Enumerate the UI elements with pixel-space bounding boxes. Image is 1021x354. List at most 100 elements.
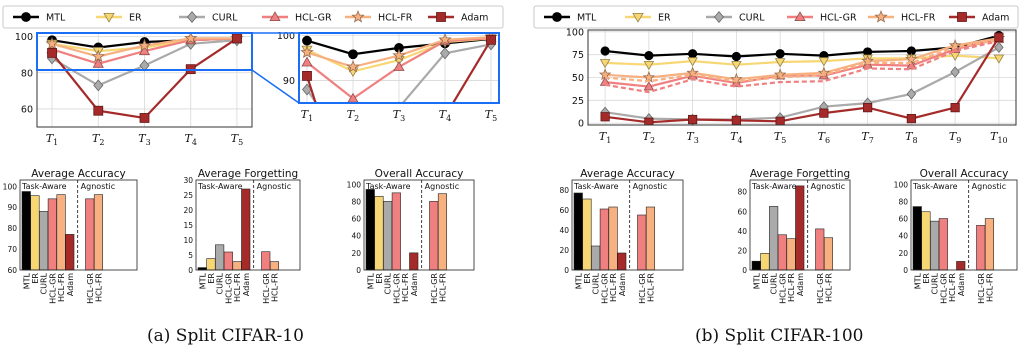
x-tick-label: Adam [410,273,419,296]
legend-label: ER [658,13,671,24]
svg-text:T4: T4 [185,132,197,147]
svg-text:T9: T9 [949,130,961,145]
data-point [993,54,1005,64]
y-tick-label: 40 [737,227,747,236]
series-line [605,54,999,66]
bar-hcl-gr-agnostic [85,198,95,271]
y-tick-label: 20 [737,246,747,255]
x-tick-label: HCL-GR [977,273,986,304]
bar-curl [769,206,779,271]
x-tick-label: T8 [905,130,917,145]
svg-text:T2: T2 [347,108,359,123]
legend-marker [874,9,888,23]
x-tick-label: T4 [730,130,742,145]
legend-entry-er: ER [625,13,671,24]
bar-mtl [21,191,31,271]
data-point [302,71,312,81]
svg-text:T3: T3 [393,108,405,123]
x-tick-label: HCL-FR [609,273,618,302]
legend-label: HCL-FR [378,13,413,24]
x-tick-label: HCL-FR [824,273,833,302]
y-tick-label: 60 [21,104,33,115]
data-point [301,56,313,67]
x-tick-label: T2 [92,132,104,147]
bar-hcl-gr [391,192,401,271]
legend-marker [351,9,365,23]
series-line [604,39,1000,94]
caption-b: (b) Split CIFAR-100 [695,326,864,346]
data-point [731,115,741,125]
y-tick-label: 90 [283,76,295,87]
x-tick-label: HCL-GR [778,273,787,304]
data-point [731,51,741,62]
y-tick-label: 0 [742,266,747,275]
group-label-agnostic: Agnostic [633,182,667,191]
legend-entry-hcl-fr: HCL-FR [868,9,936,24]
x-tick-label: T1 [301,108,313,123]
plot-frame [910,179,1018,271]
x-tick-label: T5 [774,130,786,145]
bar-curl [215,244,225,271]
data-point [643,61,655,71]
y-tick-label: 100 [277,31,295,42]
x-tick-label: ER [207,273,216,284]
bar-er [760,253,770,271]
series-line [305,39,492,103]
svg-text:T3: T3 [138,132,150,147]
legend-label: CURL [212,13,238,24]
bar-curl [591,245,601,271]
bar-mtl [751,260,761,271]
x-tick-label: HCL-FR [948,273,957,302]
bar-hcl-gr [599,208,609,271]
x-tick-label: T2 [347,108,359,123]
svg-text:T10: T10 [990,130,1008,145]
group-label-agnostic: Agnostic [257,182,291,191]
bar-adam [617,252,627,271]
plot-frame [749,179,851,271]
legend-box [2,5,504,29]
y-tick-label: 75 [572,50,584,61]
series-adam [302,34,496,103]
data-point [687,57,698,67]
line-chart-cifar10-line: 60 80 100 T1 T2 T3 T4 T5 [15,32,253,147]
y-tick-label: 60 [898,215,908,224]
legend-marker [794,11,806,22]
bar-curl [383,201,393,271]
y-tick-label: 30 [183,176,193,185]
data-point [93,105,104,116]
svg-text:T1: T1 [599,130,611,145]
group-label-task-aware: Task-Aware [912,182,958,191]
zoom-region [36,32,253,71]
y-tick-label: 40 [898,232,908,241]
data-point [818,57,830,67]
y-tick-label: 90 [7,203,17,212]
x-tick-label: HCL-GR [392,273,401,304]
x-tick-label: HCL-GR [262,273,271,304]
y-tick-label: 70 [7,245,17,254]
x-tick-label: CURL [216,272,225,294]
data-point [906,114,916,124]
legend-label: Adam [461,13,488,24]
data-point [346,59,360,73]
chart-title: Average Accuracy [31,168,125,180]
x-tick-label: T5 [485,108,497,123]
data-point [439,47,451,60]
svg-text:T4: T4 [439,108,451,123]
data-point [688,114,698,125]
group-label-task-aware: Task-Aware [751,182,797,191]
x-tick-label: MTL [574,272,583,289]
bar-hcl-gr [223,251,233,271]
bar-er [30,195,40,271]
bar-hcl-fr-agnostic [984,218,995,271]
legend-label: ER [129,13,142,24]
series-line [604,34,1000,58]
group-label-task-aware: Task-Aware [21,182,67,191]
data-point [393,61,405,71]
bar-adam [795,185,805,271]
plot-frame [195,179,301,271]
data-point [93,79,104,92]
x-tick-label: MTL [913,272,922,289]
group-label-task-aware: Task-Aware [365,182,411,191]
legend-entry-mtl: MTL [13,12,66,24]
